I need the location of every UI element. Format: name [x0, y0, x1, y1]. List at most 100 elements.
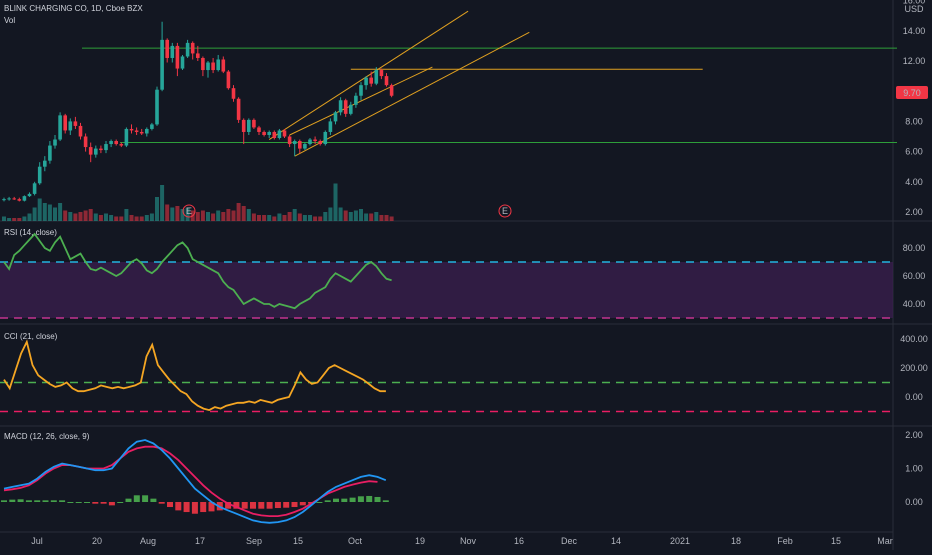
volume-bar: [206, 212, 210, 221]
candle-body: [104, 144, 108, 151]
macd-histogram-bar: [150, 498, 157, 502]
candle-body: [155, 89, 159, 125]
macd-histogram-bar: [266, 502, 273, 509]
candle-body: [88, 147, 93, 155]
candle-body: [17, 199, 22, 201]
candle-body: [323, 131, 328, 145]
candle-body: [267, 131, 271, 135]
cci-panel: 0.00 200.00 400.00: [0, 334, 928, 413]
candle-body: [58, 115, 62, 140]
earnings-marker-label: E: [186, 206, 192, 216]
volume-bar: [328, 207, 333, 221]
volume-bar: [180, 209, 185, 221]
macd-histogram-bar: [250, 502, 256, 509]
volume-bar: [124, 209, 129, 221]
macd-histogram-bar: [366, 495, 373, 502]
candle-body: [349, 104, 353, 114]
candle-body: [354, 95, 358, 105]
time-tick-label: Dec: [561, 536, 578, 546]
volume-bar: [78, 212, 83, 221]
earnings-marker[interactable]: E: [498, 204, 512, 218]
volume-bar: [231, 210, 236, 221]
volume-bar: [241, 206, 246, 221]
macd-histogram-bar: [108, 502, 115, 506]
rsi-band: [0, 262, 893, 318]
price-tick-label: 8.00: [905, 116, 923, 126]
candle-body: [63, 115, 67, 131]
symbol-title: BLINK CHARGING CO, 1D, Cboe BZX: [4, 4, 143, 13]
candle-body: [226, 71, 231, 89]
cci-tick-label: 0.00: [905, 392, 923, 402]
volume-bar: [149, 213, 154, 221]
trend-line-near-top: [289, 66, 433, 136]
candle-body: [277, 130, 282, 139]
candle-body: [206, 62, 210, 71]
macd-histogram-bar: [117, 502, 124, 503]
trend-line-channel-lower: [294, 31, 530, 157]
volume-bar: [257, 215, 261, 221]
candle-body: [175, 45, 180, 69]
volume-bar: [297, 213, 302, 221]
macd-histogram-bar: [208, 502, 215, 512]
time-tick-label: 15: [293, 536, 303, 546]
cci-tick-label: 400.00: [900, 334, 928, 344]
candle-body: [196, 53, 200, 58]
volume-bar: [129, 215, 134, 221]
macd-histogram-bar: [241, 502, 248, 509]
price-tick-label: 16.00: [903, 0, 926, 6]
candle-body: [384, 76, 389, 86]
macd-histogram-bar: [341, 498, 348, 502]
macd-histogram-bar: [158, 502, 165, 504]
macd-histogram-bar: [17, 499, 24, 502]
time-tick-label: 15: [831, 536, 841, 546]
volume-bar: [282, 215, 287, 221]
candle-body: [145, 128, 149, 134]
candle-body: [389, 85, 394, 96]
time-tick-label: Feb: [777, 536, 793, 546]
rsi-tick-label: 60.00: [903, 271, 926, 281]
earnings-marker[interactable]: E: [182, 204, 196, 218]
candle-body: [201, 57, 205, 71]
candle-body: [231, 88, 236, 99]
volume-bar: [353, 210, 358, 221]
volume-bar: [348, 212, 353, 221]
candle-body: [2, 199, 6, 201]
volume-bar: [109, 215, 114, 221]
macd-histogram-bar: [100, 502, 107, 504]
rsi-title: RSI (14, close): [4, 228, 57, 237]
rsi-line: [3, 232, 392, 310]
volume-bar: [155, 197, 159, 221]
candle-body: [27, 193, 32, 197]
macd-histogram-bar: [75, 502, 82, 503]
macd-histogram-bar: [175, 502, 182, 511]
time-tick-label: 18: [731, 536, 741, 546]
candle-body: [328, 121, 333, 132]
volume-bar: [27, 213, 32, 221]
volume-bar: [185, 207, 190, 221]
candle-body: [7, 198, 11, 200]
time-tick-label: 14: [611, 536, 621, 546]
macd-histogram-bar: [349, 497, 356, 502]
volume-bar: [195, 212, 200, 221]
candle-body: [12, 198, 16, 200]
candle-body: [160, 39, 164, 90]
macd-histogram-bar: [25, 500, 32, 502]
volume-label: Vol: [4, 16, 15, 25]
time-tick-label: 20: [92, 536, 102, 546]
macd-histogram-bar: [59, 500, 66, 502]
macd-histogram-bar: [225, 502, 232, 509]
price-tick-label: 2.00: [905, 207, 923, 217]
volume-bar: [22, 216, 27, 221]
price-unit-label: USD: [904, 4, 924, 14]
macd-title: MACD (12, 26, close, 9): [4, 432, 90, 441]
macd-histogram-bar: [84, 502, 90, 503]
candle-body: [68, 121, 73, 131]
candle-body: [165, 39, 169, 58]
macd-line: [3, 439, 387, 524]
price-tick-label: 6.00: [905, 147, 923, 157]
candle-body: [308, 139, 312, 145]
rsi-tick-label: 80.00: [903, 243, 926, 253]
volume-bar: [114, 216, 119, 221]
macd-histogram-bar: [333, 498, 339, 502]
